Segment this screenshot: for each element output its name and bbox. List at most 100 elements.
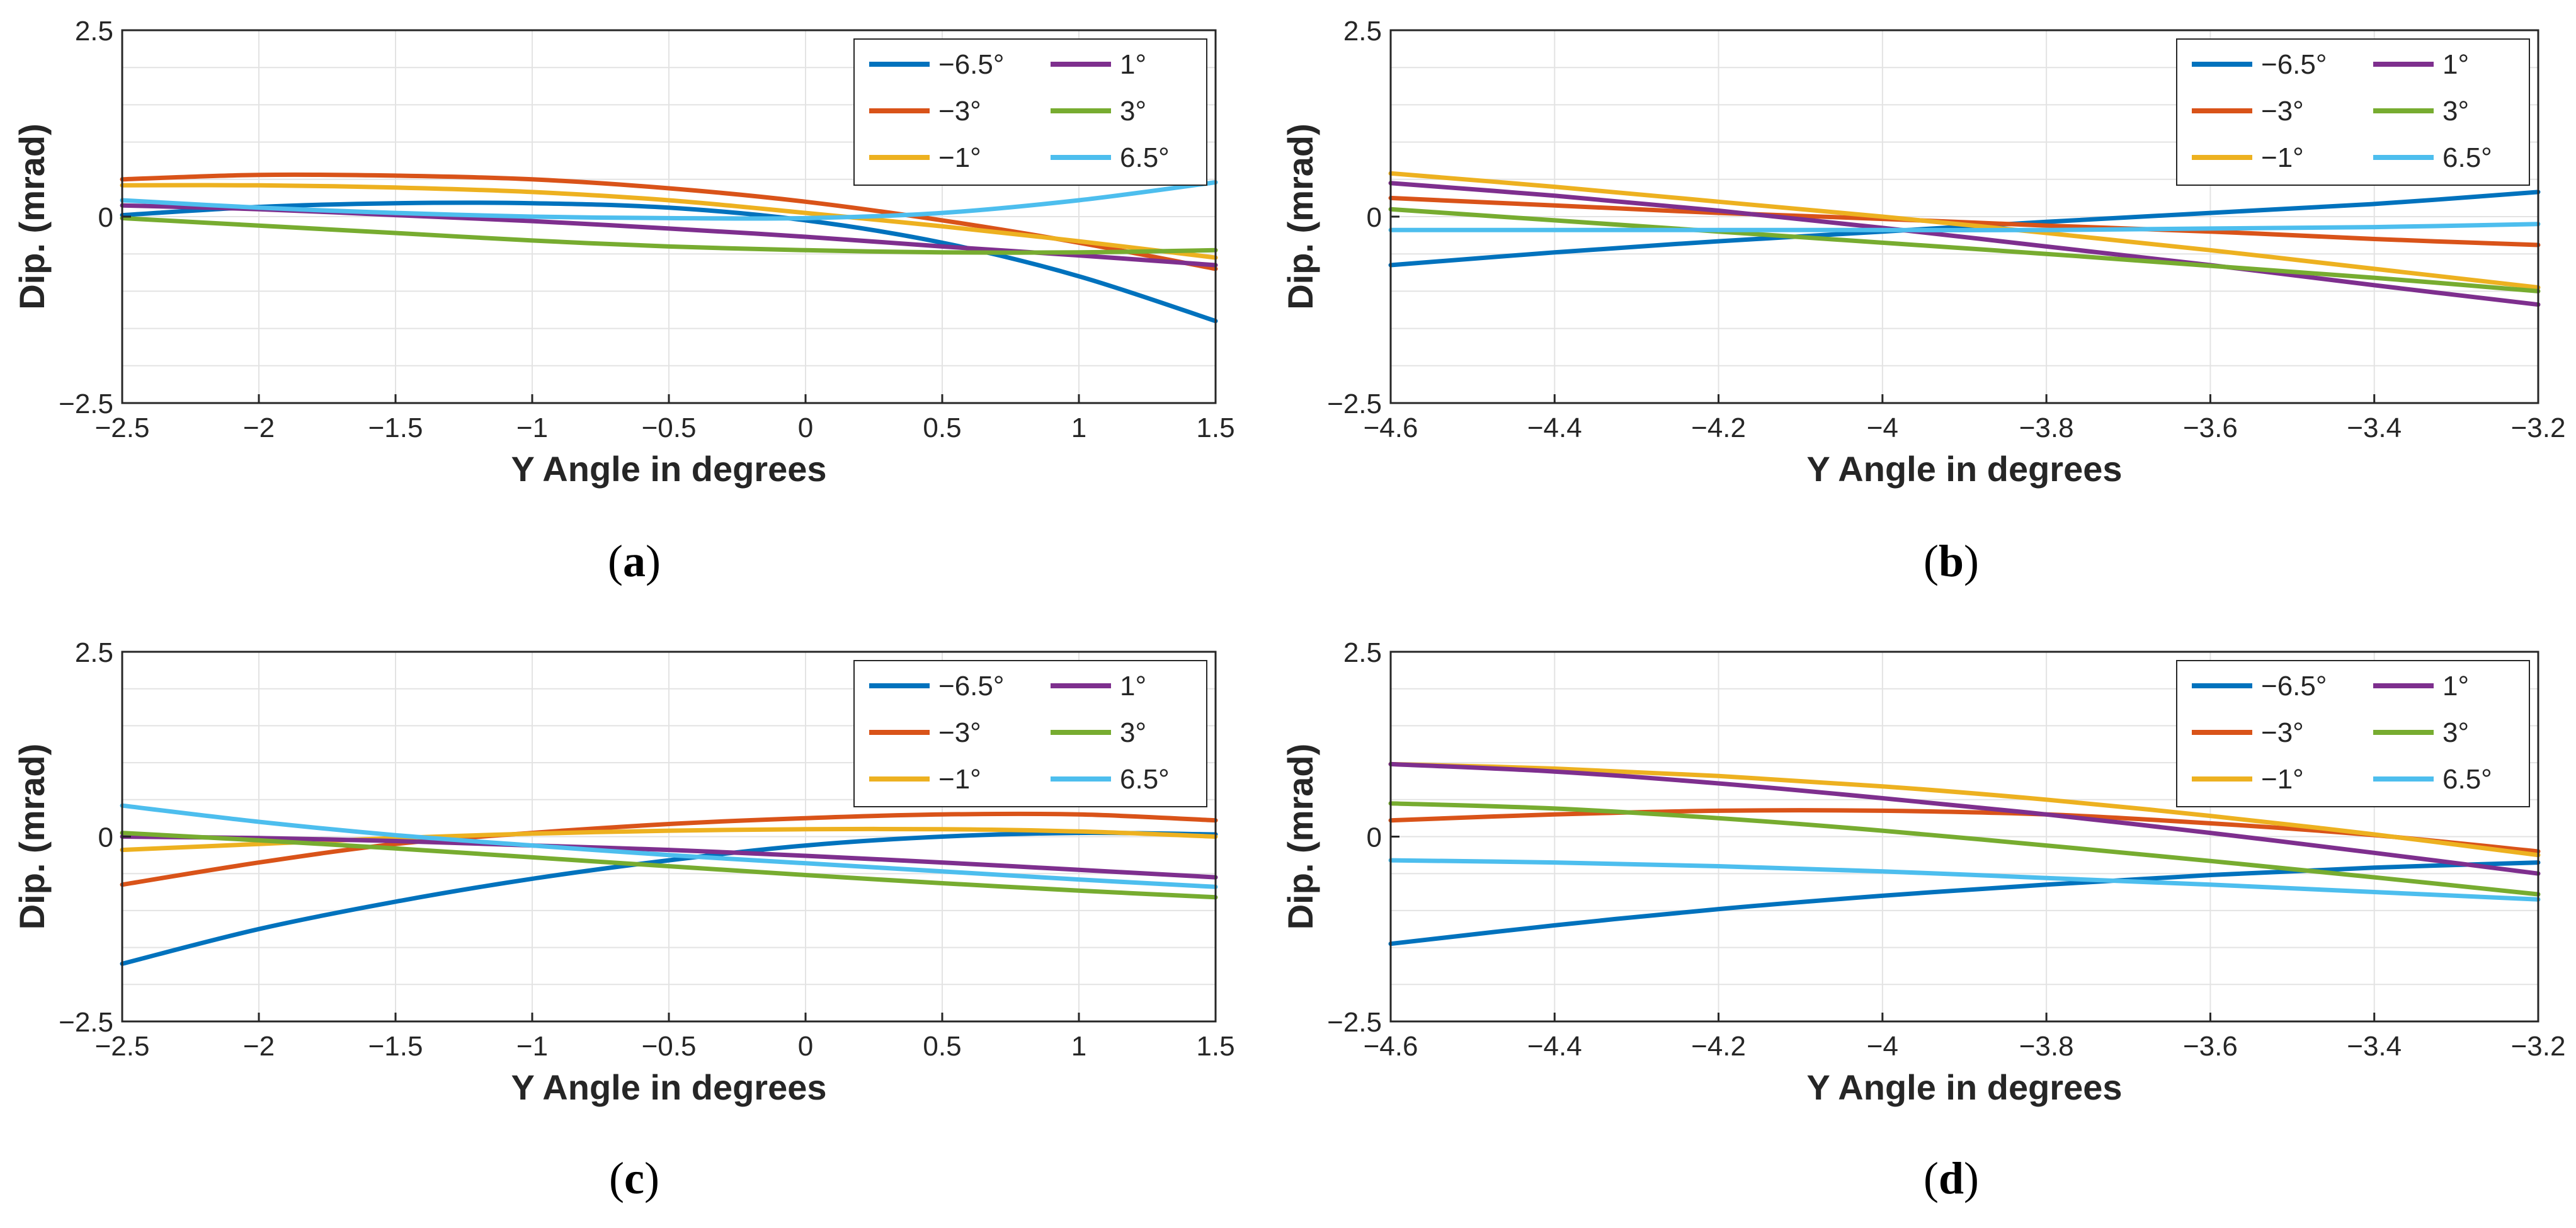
legend-label: 6.5° xyxy=(1120,764,1170,795)
x-tick-label: 1 xyxy=(1071,1031,1086,1062)
x-tick-label: 0 xyxy=(798,1031,813,1062)
x-tick-label: −4.4 xyxy=(1527,412,1582,443)
legend-label: 6.5° xyxy=(1120,142,1170,173)
series-line xyxy=(1388,195,2541,247)
x-tick-label: −2.5 xyxy=(95,412,150,443)
panel-caption: (a) xyxy=(608,536,661,586)
series-group xyxy=(1388,171,2541,307)
series-line xyxy=(120,180,1218,221)
series-line xyxy=(1388,222,2541,232)
legend-label: −6.5° xyxy=(938,49,1004,80)
legend-label: −1° xyxy=(2261,764,2304,795)
series-line xyxy=(1388,761,2541,858)
y-axis-label: Dip. (mrad) xyxy=(12,123,52,310)
y-tick-label: 0 xyxy=(1367,202,1382,233)
panel-caption-letter: a xyxy=(623,536,646,586)
x-tick-label: −4 xyxy=(1867,412,1898,443)
x-tick-label: −0.5 xyxy=(642,412,697,443)
legend-label: −3° xyxy=(938,717,981,748)
y-tick-label: 2.5 xyxy=(75,637,113,668)
y-tick-label: 2.5 xyxy=(1343,16,1382,47)
legend-label: 1° xyxy=(2442,49,2469,80)
panel-caption: (c) xyxy=(609,1153,659,1203)
series-line xyxy=(120,200,1218,324)
x-tick-label: 1 xyxy=(1071,412,1086,443)
panel-caption-letter: b xyxy=(1939,536,1964,586)
series-line xyxy=(1388,171,2541,290)
legend-label: 6.5° xyxy=(2442,764,2492,795)
x-tick-label: −3.4 xyxy=(2347,412,2402,443)
x-tick-label: −4.6 xyxy=(1364,1031,1418,1062)
y-tick-label: −2.5 xyxy=(59,389,113,419)
x-tick-label: −3.8 xyxy=(2019,412,2074,443)
legend: −6.5° −3° −1° 1° 3° 6.5° xyxy=(853,38,1207,186)
x-tick-label: 1.5 xyxy=(1196,1031,1234,1062)
legend-label: −1° xyxy=(938,764,981,795)
legend-label: 3° xyxy=(1120,96,1146,127)
panel-caption: (b) xyxy=(1923,536,1979,586)
legend-label: 1° xyxy=(1120,671,1146,702)
series-group xyxy=(1388,761,2541,947)
series-line xyxy=(1388,761,2541,876)
x-tick-label: 0.5 xyxy=(923,1031,961,1062)
y-tick-label: −2.5 xyxy=(1327,389,1382,419)
series-line xyxy=(120,215,1218,255)
series-line xyxy=(120,183,1218,260)
series-line xyxy=(120,834,1218,880)
x-tick-label: −1.5 xyxy=(368,412,423,443)
x-tick-label: −4.2 xyxy=(1691,412,1746,443)
x-tick-label: −4.6 xyxy=(1364,412,1418,443)
y-axis-label: Dip. (mrad) xyxy=(12,744,52,930)
legend: −6.5° −3° −1° 1° 3° 6.5° xyxy=(2176,38,2530,186)
legend-label: −6.5° xyxy=(2261,49,2327,80)
x-tick-label: −3.2 xyxy=(2511,1031,2566,1062)
legend-label: −3° xyxy=(2261,96,2304,127)
x-tick-label: −3.6 xyxy=(2183,1031,2238,1062)
legend-label: −6.5° xyxy=(2261,671,2327,702)
y-tick-label: −2.5 xyxy=(59,1007,113,1038)
y-tick-label: 0 xyxy=(98,202,113,233)
x-tick-label: −4.2 xyxy=(1691,1031,1746,1062)
series-line xyxy=(120,831,1218,900)
series-group xyxy=(120,803,1218,966)
series-line xyxy=(1388,207,2541,293)
x-tick-label: 0.5 xyxy=(923,412,961,443)
legend-label: 3° xyxy=(1120,717,1146,748)
legend-label: 3° xyxy=(2442,717,2469,748)
chart-panel-a: −2.5 −2 −1.5 −1 −0.5 0 0.5 1 1.5 −2.5 0 2.5 Y Angle … xyxy=(12,16,1235,586)
y-tick-label: 0 xyxy=(1367,822,1382,853)
series-line xyxy=(1388,801,2541,897)
series-line xyxy=(1388,181,2541,307)
x-tick-label: −2 xyxy=(243,1031,275,1062)
series-line xyxy=(1388,858,2541,902)
x-tick-label: 1.5 xyxy=(1196,412,1234,443)
panel-caption: (d) xyxy=(1923,1153,1979,1203)
x-axis-label: Y Angle in degrees xyxy=(1806,449,2122,489)
legend: −6.5° −3° −1° 1° 3° 6.5° xyxy=(2176,660,2530,807)
series-line xyxy=(120,811,1218,887)
legend-label: −3° xyxy=(938,96,981,127)
chart-panel-d: −4.6 −4.4 −4.2 −4 −3.8 −3.6 −3.4 −3.2 −2.5 0 2.5 Y … xyxy=(1280,637,2565,1203)
x-tick-label: −4 xyxy=(1867,1031,1898,1062)
x-axis-label: Y Angle in degrees xyxy=(1806,1067,2122,1107)
x-tick-label: −0.5 xyxy=(642,1031,697,1062)
legend-label: −6.5° xyxy=(938,671,1004,702)
y-tick-label: 2.5 xyxy=(75,16,113,47)
series-line xyxy=(1388,860,2541,947)
y-tick-label: 2.5 xyxy=(1343,637,1382,668)
series-group xyxy=(120,172,1218,324)
x-tick-label: −1 xyxy=(516,1031,548,1062)
y-axis-label: Dip. (mrad) xyxy=(1280,123,1320,310)
legend-label: 6.5° xyxy=(2442,142,2492,173)
x-axis-label: Y Angle in degrees xyxy=(511,449,826,489)
legend-label: −3° xyxy=(2261,717,2304,748)
legend-label: 1° xyxy=(2442,671,2469,702)
panel-caption-letter: c xyxy=(624,1153,644,1203)
chart-panel-c: −2.5 −2 −1.5 −1 −0.5 0 0.5 1 1.5 −2.5 0 2.5 Y Angle … xyxy=(12,637,1235,1203)
x-tick-label: −3.6 xyxy=(2183,412,2238,443)
y-tick-label: 0 xyxy=(98,822,113,853)
series-line xyxy=(120,803,1218,889)
x-tick-label: −3.8 xyxy=(2019,1031,2074,1062)
x-tick-label: −3.2 xyxy=(2511,412,2566,443)
